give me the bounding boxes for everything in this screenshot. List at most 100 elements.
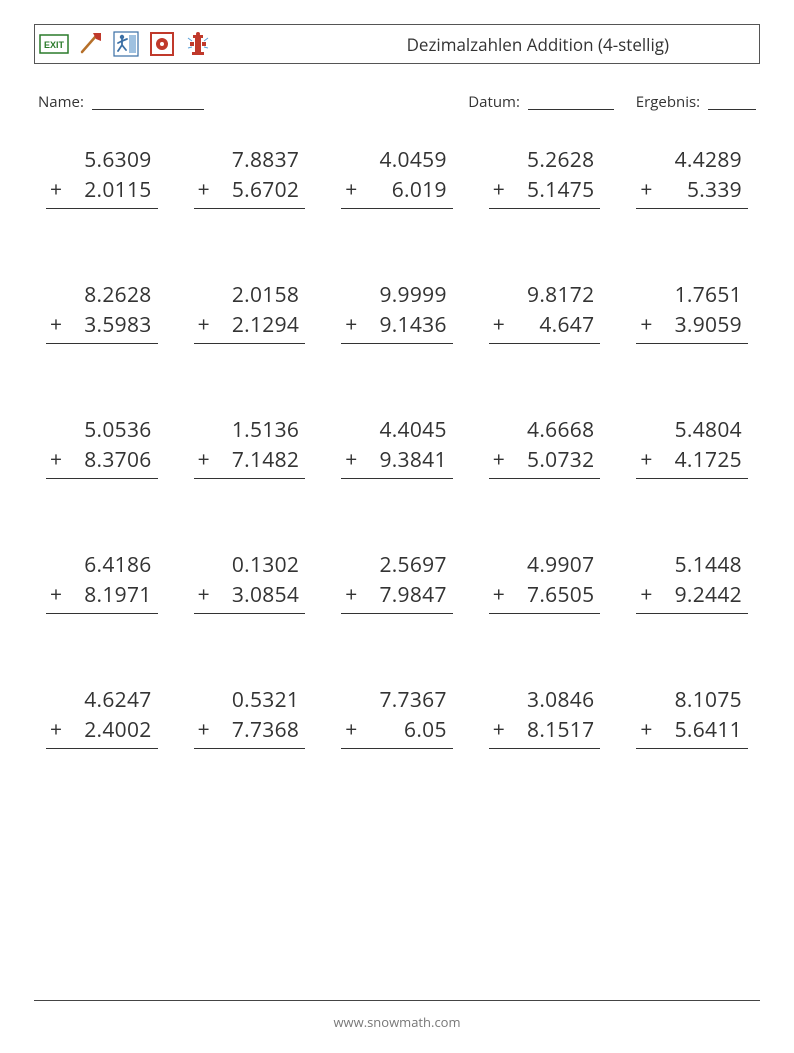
- problem-augend: 4.6668: [489, 416, 601, 446]
- problem-augend: 0.1302: [194, 551, 306, 581]
- problem-addend: 3.9059: [653, 311, 742, 339]
- problem-addend-row: +3.9059: [636, 311, 748, 344]
- operator: +: [493, 716, 505, 744]
- problem-addend-row: +4.1725: [636, 446, 748, 479]
- problem-augend: 0.5321: [194, 686, 306, 716]
- problem-addend-row: +2.1294: [194, 311, 306, 344]
- page-footer: www.snowmath.com: [0, 1000, 794, 1031]
- problem-addend-row: +2.4002: [46, 716, 158, 749]
- header-bar: EXIT: [34, 24, 760, 64]
- problem-augend: 7.8837: [194, 146, 306, 176]
- meta-row: Name: Datum: Ergebnis:: [34, 92, 760, 112]
- problem-addend: 2.0115: [62, 176, 151, 204]
- problem-addend: 2.4002: [62, 716, 151, 744]
- operator: +: [345, 311, 357, 339]
- problem: 2.5697+7.9847: [341, 551, 453, 614]
- operator: +: [198, 311, 210, 339]
- problem: 8.2628+3.5983: [46, 281, 158, 344]
- problem-addend-row: +8.3706: [46, 446, 158, 479]
- problem-augend: 2.0158: [194, 281, 306, 311]
- problem-addend: 5.6411: [653, 716, 742, 744]
- operator: +: [198, 446, 210, 474]
- problem-augend: 5.2628: [489, 146, 601, 176]
- operator: +: [640, 176, 652, 204]
- operator: +: [50, 446, 62, 474]
- problem-augend: 5.0536: [46, 416, 158, 446]
- problem-addend-row: +6.05: [341, 716, 453, 749]
- problem-augend: 3.0846: [489, 686, 601, 716]
- problem: 5.0536+8.3706: [46, 416, 158, 479]
- footer-divider: [34, 1000, 760, 1001]
- problem-addend: 3.0854: [210, 581, 299, 609]
- problem: 9.9999+9.1436: [341, 281, 453, 344]
- problem-addend: 3.5983: [62, 311, 151, 339]
- problem-augend: 5.4804: [636, 416, 748, 446]
- problem-addend: 7.6505: [505, 581, 594, 609]
- problem-augend: 1.5136: [194, 416, 306, 446]
- problem-addend: 7.7368: [210, 716, 299, 744]
- problem-addend: 9.1436: [358, 311, 447, 339]
- problem-augend: 9.9999: [341, 281, 453, 311]
- problems-grid: 5.6309+2.01157.8837+5.67024.0459+6.0195.…: [34, 146, 760, 749]
- operator: +: [493, 176, 505, 204]
- problem-addend-row: +5.6702: [194, 176, 306, 209]
- operator: +: [640, 716, 652, 744]
- problem-augend: 4.4045: [341, 416, 453, 446]
- operator: +: [198, 581, 210, 609]
- problem-addend: 7.9847: [358, 581, 447, 609]
- problem-augend: 2.5697: [341, 551, 453, 581]
- problem-augend: 1.7651: [636, 281, 748, 311]
- name-label: Name:: [38, 92, 84, 112]
- problem: 1.7651+3.9059: [636, 281, 748, 344]
- problem-augend: 8.2628: [46, 281, 158, 311]
- problem-augend: 7.7367: [341, 686, 453, 716]
- problem-addend-row: +3.5983: [46, 311, 158, 344]
- svg-text:EXIT: EXIT: [44, 40, 65, 50]
- problem-augend: 8.1075: [636, 686, 748, 716]
- problem-addend: 9.2442: [653, 581, 742, 609]
- operator: +: [493, 581, 505, 609]
- problem-addend: 8.1517: [505, 716, 594, 744]
- problem-augend: 5.6309: [46, 146, 158, 176]
- result-blank: [708, 109, 756, 110]
- problem: 0.5321+7.7368: [194, 686, 306, 749]
- running-exit-icon: [111, 29, 141, 59]
- problem-addend-row: +5.6411: [636, 716, 748, 749]
- operator: +: [640, 311, 652, 339]
- problem: 0.1302+3.0854: [194, 551, 306, 614]
- operator: +: [50, 176, 62, 204]
- operator: +: [345, 176, 357, 204]
- problem-addend: 5.339: [653, 176, 742, 204]
- operator: +: [50, 716, 62, 744]
- problem-addend-row: +6.019: [341, 176, 453, 209]
- problem-addend-row: +4.647: [489, 311, 601, 344]
- date-blank: [528, 109, 614, 110]
- date-label: Datum:: [468, 92, 520, 112]
- result-label: Ergebnis:: [636, 92, 700, 112]
- problem: 5.4804+4.1725: [636, 416, 748, 479]
- operator: +: [640, 446, 652, 474]
- operator: +: [198, 176, 210, 204]
- operator: +: [345, 716, 357, 744]
- problem-addend-row: +5.339: [636, 176, 748, 209]
- problem: 5.6309+2.0115: [46, 146, 158, 209]
- operator: +: [50, 311, 62, 339]
- problem-addend-row: +9.2442: [636, 581, 748, 614]
- name-field: Name:: [38, 92, 204, 112]
- problem-augend: 4.4289: [636, 146, 748, 176]
- problem-addend: 8.1971: [62, 581, 151, 609]
- operator: +: [493, 446, 505, 474]
- problem-addend-row: +9.1436: [341, 311, 453, 344]
- problem: 6.4186+8.1971: [46, 551, 158, 614]
- footer-text: www.snowmath.com: [333, 1013, 460, 1031]
- problem: 4.6247+2.4002: [46, 686, 158, 749]
- fire-hydrant-icon: [183, 29, 213, 59]
- result-field: Ergebnis:: [636, 92, 756, 112]
- problem-addend-row: +7.6505: [489, 581, 601, 614]
- operator: +: [640, 581, 652, 609]
- operator: +: [198, 716, 210, 744]
- problem-addend: 5.0732: [505, 446, 594, 474]
- problem-augend: 6.4186: [46, 551, 158, 581]
- problem: 9.8172+4.647: [489, 281, 601, 344]
- problem: 4.6668+5.0732: [489, 416, 601, 479]
